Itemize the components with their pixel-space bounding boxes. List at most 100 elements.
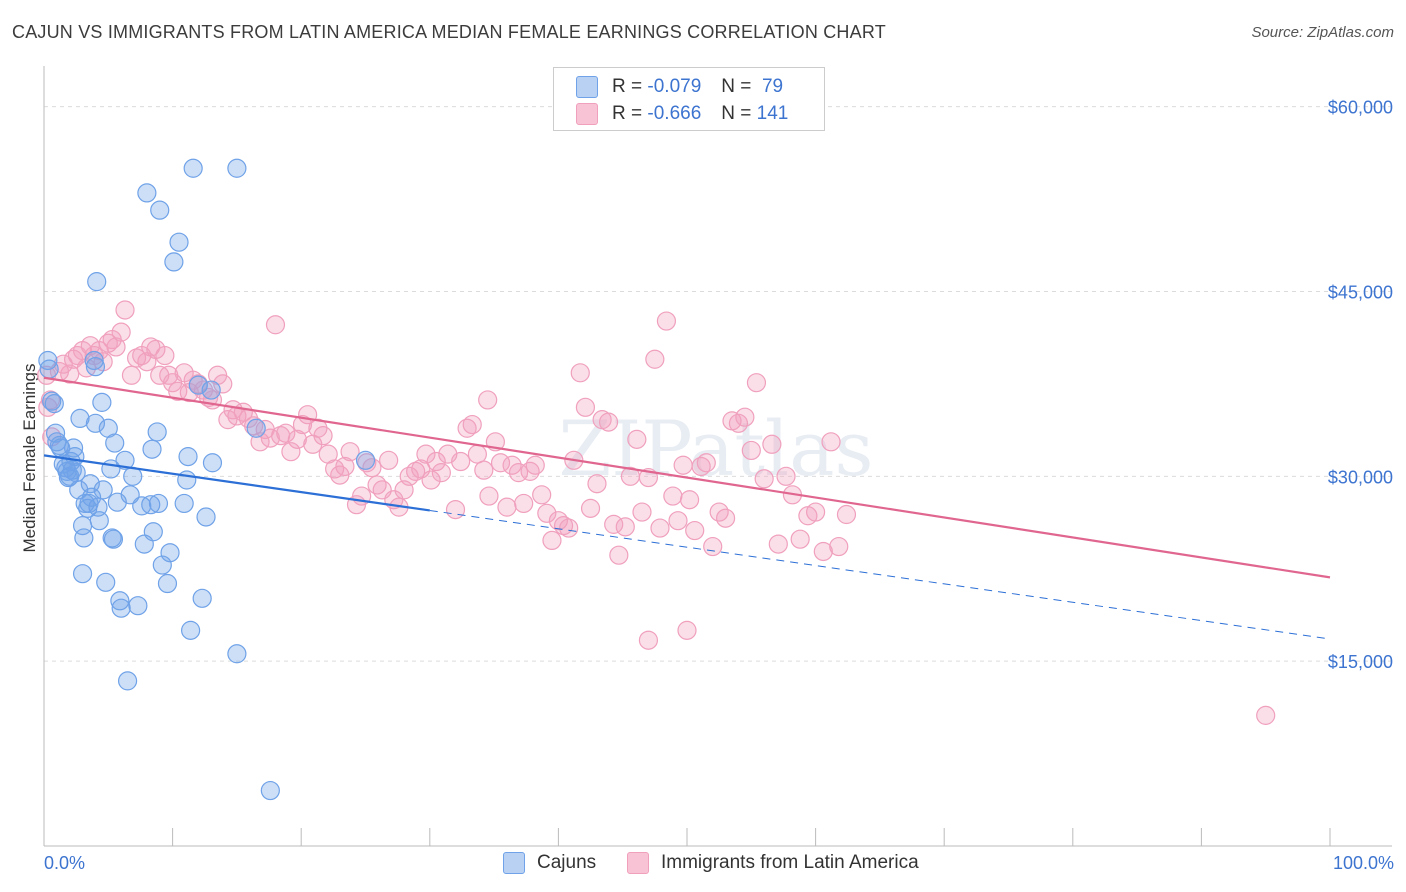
immigrants-point [677,620,697,640]
cajuns-point [120,485,140,505]
cajuns-trend-line [43,454,430,512]
immigrants-point [276,423,296,443]
y-tick-label: $45,000 [1328,282,1393,302]
immigrants-point [155,345,175,366]
legend-swatch-pink [576,103,598,125]
cajuns-point [110,591,130,611]
cajuns-point [178,447,198,467]
immigrants-point [462,414,482,435]
cajuns-point [44,394,64,414]
cajuns-point [143,522,163,542]
immigrants-point [287,429,307,449]
immigrants-point [587,474,607,494]
immigrants-point [490,453,511,473]
legend-r-label: R = [612,76,643,97]
immigrants-point [645,349,665,369]
legend-row-immigrants: R = -0.666 N = 141 [576,102,788,126]
immigrants-point [340,442,360,462]
immigrants-point [656,311,677,331]
bottom-legend-swatch-pink [627,852,649,874]
immigrants-point [520,461,540,481]
immigrants-point [836,504,857,525]
cajuns-point [160,543,180,563]
cajuns-point [128,596,148,616]
immigrants-point [679,490,700,510]
y-tick-labels: $15,000 $30,000 $45,000 $60,000 [1328,98,1393,673]
cajuns-point [260,780,280,801]
immigrants-point [514,493,534,514]
cajuns-point [111,598,131,618]
immigrants-point [406,461,426,481]
cajuns-point [105,433,125,453]
immigrants-point [445,499,466,520]
cajuns-point [117,671,138,691]
cajuns-point [227,644,247,664]
trend-lines [43,376,1331,640]
immigrants-point [741,440,761,461]
immigrants-point [497,497,517,517]
immigrants-point [111,322,131,342]
cajuns-point [188,375,208,395]
immigrants-point [604,514,624,534]
x-tick-label-min: 0.0% [44,853,86,873]
bottom-legend-label: Immigrants from Latin America [661,852,919,873]
cajuns-point [70,408,90,429]
immigrants-point [829,536,849,557]
immigrants-point [53,354,73,374]
immigrants-point [580,498,601,518]
immigrants-point [754,469,774,489]
immigrants-point [265,315,286,335]
legend-r-label: R = [612,103,643,124]
cajuns-point [196,507,216,527]
cajuns-trend-extension [429,509,1331,640]
legend-r-value: -0.666 [647,103,702,124]
immigrants-point [126,348,147,368]
y-tick-label: $60,000 [1328,98,1393,118]
cajuns-point [65,447,85,467]
cajuns-point [39,359,59,379]
immigrants-point [457,418,477,438]
immigrants-point [598,412,619,432]
immigrants-point [1256,705,1276,725]
immigrants-point [735,407,755,427]
cajuns-point [72,564,93,584]
cajuns-point [227,158,247,178]
bottom-legend-label: Cajuns [537,852,597,873]
cajuns-point [150,200,170,220]
immigrants-point [632,502,652,522]
cajuns-point [92,392,112,412]
cajuns-point [85,413,106,433]
cajuns-point [355,450,376,470]
cajuns-point [148,493,169,514]
cajuns-point [169,232,189,252]
immigrants-point [426,451,446,472]
immigrants-point [768,534,788,554]
immigrants-point [474,460,494,480]
immigrants-point [627,429,647,449]
cajuns-point [164,252,184,272]
cajuns-point [42,391,62,411]
immigrants-point [416,444,436,464]
cajuns-point [183,158,203,178]
stats-legend: R = -0.079 N = 79 R = -0.666 N = 141 [553,67,825,131]
immigrants-point [821,432,841,452]
cajuns-point [81,487,102,507]
legend-n-value: 141 [756,103,789,124]
cajuns-point [142,439,162,459]
immigrants-point [431,463,451,483]
immigrants-point [638,630,659,650]
immigrants-point [609,545,629,565]
immigrants-point [790,529,810,549]
immigrants-trend-line [43,376,1331,579]
immigrants-point [532,485,552,505]
legend-swatch-blue [576,76,598,98]
cajuns-point [88,497,108,517]
cajuns-point [137,183,157,203]
cajuns-point [89,511,109,531]
immigrants-point [292,414,313,435]
immigrants-point [467,444,487,464]
immigrants-point [813,541,833,562]
legend-n-value: 79 [761,76,784,97]
cajuns-point [103,529,124,549]
